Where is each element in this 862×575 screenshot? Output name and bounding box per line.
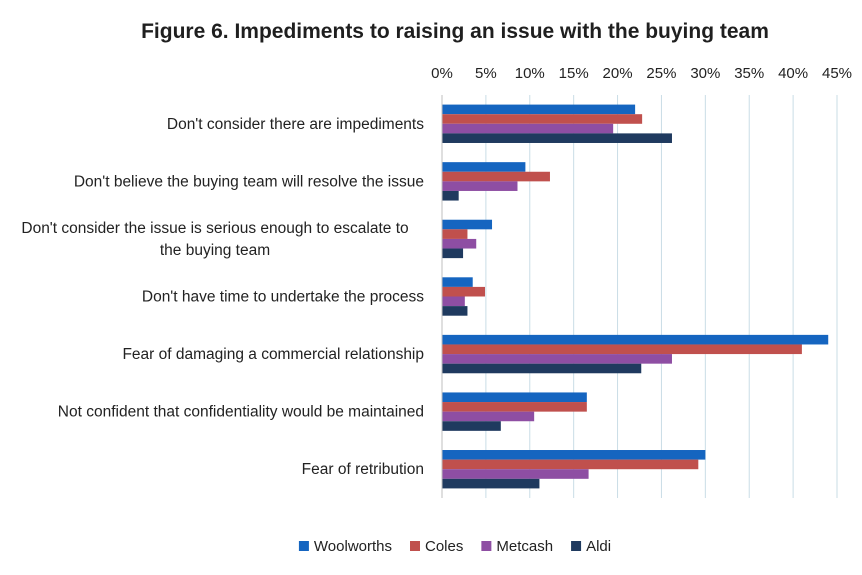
category-label: Don't believe the buying team will resol… <box>74 173 424 190</box>
category-label: Don't consider the issue is serious enou… <box>21 220 408 237</box>
bar-woolworths <box>442 450 706 460</box>
bar-aldi <box>442 478 540 489</box>
bar-aldi <box>442 421 501 431</box>
bar-aldi <box>442 190 459 201</box>
x-tick-label: 0% <box>431 65 453 82</box>
bar-woolworths <box>442 392 587 403</box>
category-labels: Don't consider there are impediments Don'… <box>21 116 424 478</box>
category-label: the buying team <box>160 242 270 259</box>
bar-woolworths <box>442 162 526 172</box>
bar-metcash <box>442 411 535 422</box>
x-tick-label: 20% <box>603 65 633 82</box>
bar-woolworths <box>442 334 829 345</box>
bar-aldi <box>442 248 464 259</box>
bar-aldi <box>442 306 468 316</box>
bar-metcash <box>442 123 614 134</box>
legend-swatch <box>481 541 492 551</box>
category-label: Fear of retribution <box>302 461 424 478</box>
bar-aldi <box>442 133 672 143</box>
legend-item: Aldi <box>571 538 611 555</box>
legend-label: Woolworths <box>314 538 392 555</box>
bar-woolworths <box>442 104 636 115</box>
bar-metcash <box>442 469 589 479</box>
bar-woolworths <box>442 277 473 287</box>
x-axis-ticks: 0% 5% 10% 15% 20% 25% 30% 35% 40% 45% <box>431 65 852 82</box>
x-tick-label: 25% <box>646 65 676 82</box>
chart-title: Figure 6. Impediments to raising an issu… <box>141 20 769 43</box>
legend-label: Coles <box>425 538 463 555</box>
bar-metcash <box>442 238 477 249</box>
bar-metcash <box>442 354 672 364</box>
legend: Woolworths Coles Metcash Aldi <box>298 538 611 555</box>
bars <box>442 104 829 489</box>
bar-coles <box>442 459 699 470</box>
x-tick-label: 30% <box>690 65 720 82</box>
x-tick-label: 15% <box>559 65 589 82</box>
legend-label: Aldi <box>586 538 611 555</box>
category-label: Don't have time to undertake the process <box>142 289 424 306</box>
bar-aldi <box>442 363 642 374</box>
gridlines <box>485 95 838 498</box>
bar-coles <box>442 286 486 297</box>
category-label: Fear of damaging a commercial relationsh… <box>122 346 424 363</box>
legend-item: Woolworths <box>298 538 392 555</box>
bar-coles <box>442 344 802 355</box>
x-tick-label: 10% <box>515 65 545 82</box>
x-tick-label: 5% <box>475 65 497 82</box>
legend-swatch <box>571 541 582 551</box>
x-tick-label: 45% <box>822 65 852 82</box>
bar-woolworths <box>442 219 493 230</box>
bar-coles <box>442 229 468 239</box>
bar-metcash <box>442 296 465 307</box>
bar-metcash <box>442 181 518 191</box>
legend-swatch <box>410 541 421 551</box>
category-label: Don't consider there are impediments <box>167 116 424 133</box>
legend-item: Coles <box>410 538 463 555</box>
legend-swatch <box>298 541 309 551</box>
bar-coles <box>442 171 550 182</box>
legend-item: Metcash <box>481 538 553 555</box>
bar-coles <box>442 114 643 124</box>
x-tick-label: 40% <box>778 65 808 82</box>
legend-label: Metcash <box>496 538 553 555</box>
bar-coles <box>442 402 587 412</box>
x-tick-label: 35% <box>734 65 764 82</box>
category-label: Not confident that confidentiality would… <box>58 404 424 421</box>
